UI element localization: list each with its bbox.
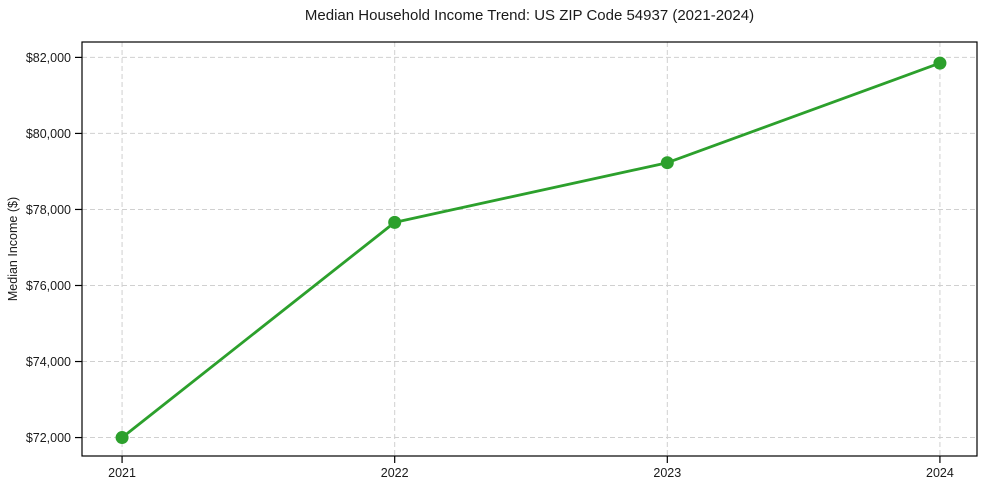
data-point-2022 (388, 215, 402, 229)
y-tick-label: $76,000 (26, 279, 71, 293)
chart-title: Median Household Income Trend: US ZIP Co… (304, 7, 755, 24)
x-tick-label: 2021 (108, 466, 136, 480)
plot-frame (81, 41, 978, 457)
y-tick-label: $74,000 (26, 355, 71, 369)
x-tick-label: 2024 (926, 466, 954, 480)
y-tick-label: $78,000 (26, 203, 71, 217)
x-tick-label: 2022 (381, 466, 409, 480)
data-point-2023 (660, 156, 674, 170)
trend-line (120, 61, 942, 439)
y-tick-label: $80,000 (26, 127, 71, 141)
y-tick-label: $72,000 (26, 431, 71, 445)
data-point-2021 (115, 431, 129, 445)
data-point-2024 (933, 56, 947, 70)
x-tick-label: 2023 (653, 466, 681, 480)
y-tick-label: $82,000 (26, 51, 71, 65)
